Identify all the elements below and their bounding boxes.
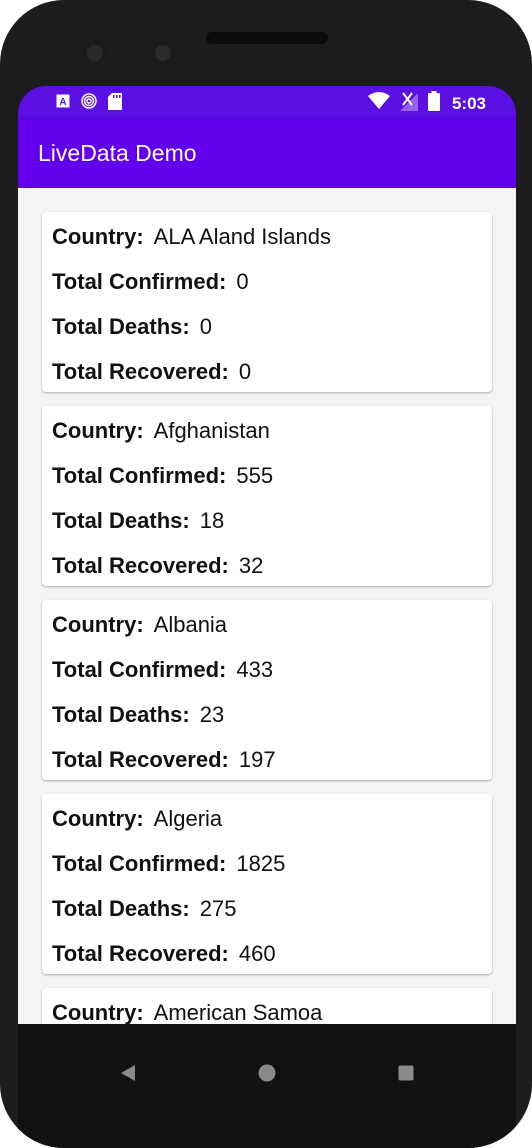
status-bar: A 5:03 — [18, 86, 516, 118]
deaths-label: Total Deaths: — [52, 508, 190, 533]
deaths-value: 0 — [199, 314, 212, 339]
spinner-notification-icon — [80, 92, 98, 115]
recovered-value: 197 — [238, 747, 276, 772]
confirmed-value: 555 — [236, 463, 274, 488]
deaths-label: Total Deaths: — [52, 702, 190, 727]
confirmed-row: Total Confirmed: 1825 — [52, 851, 285, 879]
country-card[interactable]: Country: ALA Aland Islands Total Confirme… — [42, 212, 492, 392]
country-card[interactable]: Country: Afghanistan Total Confirmed: 555 … — [42, 406, 492, 586]
front-sensor — [150, 40, 176, 66]
country-value: American Samoa — [153, 1000, 323, 1024]
country-label: Country: — [52, 612, 144, 637]
home-icon[interactable] — [258, 1064, 276, 1087]
country-value: Algeria — [153, 806, 223, 831]
deaths-value: 18 — [199, 508, 225, 533]
recovered-row: Total Recovered: 32 — [52, 553, 263, 581]
country-list[interactable]: Country: ALA Aland Islands Total Confirme… — [18, 188, 516, 1024]
confirmed-row: Total Confirmed: 433 — [52, 657, 273, 685]
country-row: Country: Algeria — [52, 806, 222, 834]
sd-card-icon — [108, 92, 122, 115]
country-value: ALA Aland Islands — [153, 224, 332, 249]
deaths-row: Total Deaths: 23 — [52, 702, 224, 730]
a-notification-icon: A — [56, 94, 70, 113]
country-row: Country: Albania — [52, 612, 227, 640]
recovered-value: 460 — [238, 941, 276, 966]
deaths-value: 23 — [199, 702, 225, 727]
recovered-label: Total Recovered: — [52, 747, 229, 772]
confirmed-label: Total Confirmed: — [52, 851, 227, 876]
country-row: Country: American Samoa — [52, 1000, 322, 1024]
deaths-label: Total Deaths: — [52, 896, 190, 921]
battery-icon — [427, 91, 440, 116]
front-camera — [82, 40, 108, 66]
svg-text:A: A — [59, 97, 66, 108]
country-value: Albania — [153, 612, 228, 637]
deaths-row: Total Deaths: 18 — [52, 508, 224, 536]
country-card[interactable]: Country: Algeria Total Confirmed: 1825 Tot… — [42, 794, 492, 974]
country-label: Country: — [52, 418, 144, 443]
confirmed-label: Total Confirmed: — [52, 463, 227, 488]
recovered-value: 0 — [238, 359, 252, 384]
deaths-label: Total Deaths: — [52, 314, 190, 339]
recovered-row: Total Recovered: 460 — [52, 941, 276, 969]
country-row: Country: ALA Aland Islands — [52, 224, 331, 252]
app-bar: LiveData Demo — [18, 118, 516, 188]
confirmed-value: 433 — [236, 657, 274, 682]
country-card[interactable]: Country: American Samoa — [42, 988, 492, 1024]
no-signal-icon — [399, 91, 418, 116]
deaths-value: 275 — [199, 896, 237, 921]
recovered-row: Total Recovered: 197 — [52, 747, 276, 775]
app-title: LiveData Demo — [38, 140, 197, 166]
recovered-label: Total Recovered: — [52, 359, 229, 384]
country-value: Afghanistan — [153, 418, 270, 443]
country-label: Country: — [52, 224, 144, 249]
earpiece-speaker — [206, 32, 328, 44]
recovered-value: 32 — [238, 553, 264, 578]
recovered-row: Total Recovered: 0 — [52, 359, 251, 387]
navigation-bar — [18, 1024, 516, 1148]
country-card[interactable]: Country: Albania Total Confirmed: 433 Tota… — [42, 600, 492, 780]
recovered-label: Total Recovered: — [52, 941, 229, 966]
confirmed-value: 1825 — [236, 851, 286, 876]
recents-icon[interactable] — [397, 1064, 415, 1087]
deaths-row: Total Deaths: 275 — [52, 896, 236, 924]
recovered-label: Total Recovered: — [52, 553, 229, 578]
status-time: 5:03 — [451, 93, 486, 113]
deaths-row: Total Deaths: 0 — [52, 314, 212, 342]
confirmed-row: Total Confirmed: 555 — [52, 463, 273, 491]
confirmed-value: 0 — [236, 269, 249, 294]
confirmed-row: Total Confirmed: 0 — [52, 269, 249, 297]
country-label: Country: — [52, 806, 144, 831]
back-icon[interactable] — [119, 1064, 137, 1087]
country-label: Country: — [52, 1000, 144, 1024]
screen: A 5:03 — [18, 86, 516, 1148]
confirmed-label: Total Confirmed: — [52, 657, 227, 682]
wifi-icon — [367, 92, 390, 115]
country-row: Country: Afghanistan — [52, 418, 270, 446]
confirmed-label: Total Confirmed: — [52, 269, 227, 294]
